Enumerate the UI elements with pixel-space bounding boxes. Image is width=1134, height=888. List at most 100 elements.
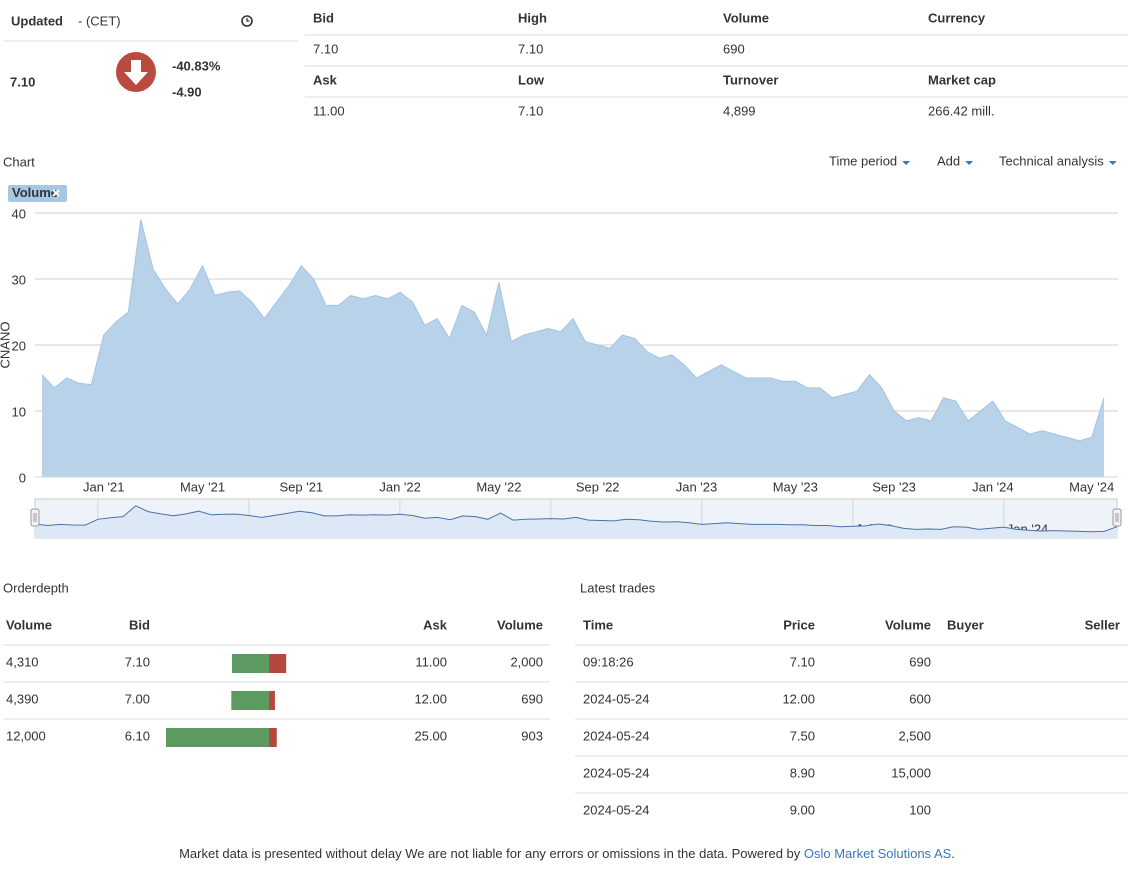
y-axis-label: CNANO (0, 322, 12, 369)
trade-cell: 2,500 (898, 728, 931, 743)
orderdepth-header: Volume (6, 617, 52, 632)
updated-label: Updated (11, 13, 63, 28)
orderdepth-title: Orderdepth (3, 580, 69, 595)
orderdepth-header: Volume (497, 617, 543, 632)
y-tick-label: 40 (12, 206, 26, 221)
x-tick-label: Jan '21 (83, 479, 125, 494)
quote-header: Low (518, 72, 545, 87)
trade-cell: 09:18:26 (583, 654, 634, 669)
ask-volume: 2,000 (510, 654, 543, 669)
dropdown-caret (902, 161, 911, 165)
bid-volume: 12,000 (6, 728, 46, 743)
trade-cell: 9.00 (790, 802, 815, 817)
y-tick-label: 10 (12, 404, 26, 419)
y-tick-label: 30 (12, 272, 26, 287)
quote-value: 11.00 (313, 103, 345, 118)
footer-end: . (951, 846, 955, 861)
y-tick-label: 0 (19, 470, 26, 485)
bid-depth-bar (231, 691, 269, 710)
x-tick-label: May '21 (180, 479, 225, 494)
handle-grip (1115, 513, 1119, 522)
trade-cell: 2024-05-24 (583, 802, 650, 817)
bid-price: 7.10 (125, 654, 150, 669)
x-tick-label: Jan '23 (676, 479, 718, 494)
price-area (42, 219, 1104, 477)
bid-depth-bar (166, 728, 269, 747)
y-tick-label: 20 (12, 338, 26, 353)
navigator-handle[interactable] (30, 508, 40, 527)
trades-header: Time (583, 617, 613, 632)
chip-close (52, 189, 60, 197)
quote-value: 7.10 (313, 41, 338, 56)
trades-header: Buyer (947, 617, 984, 632)
quote-header: High (518, 10, 547, 25)
bid-price: 7.00 (125, 691, 150, 706)
trade-cell: 2024-05-24 (583, 728, 650, 743)
navigator-area (35, 505, 1117, 538)
trade-cell: 7.10 (790, 654, 815, 669)
ask-depth-bar (269, 691, 275, 710)
trades-header: Price (783, 617, 815, 632)
ask-price: 12.00 (414, 691, 447, 706)
orderdepth-header: Bid (129, 617, 150, 632)
x-tick-label: Jan '24 (972, 479, 1014, 494)
chart-control[interactable]: Add (937, 153, 960, 168)
footer-text: Market data is presented without delay W… (179, 846, 804, 861)
dropdown-caret (1108, 161, 1117, 165)
ask-price: 25.00 (414, 728, 447, 743)
indicator-chip (8, 185, 67, 202)
trade-cell: 2024-05-24 (583, 691, 650, 706)
quote-header: Ask (313, 72, 338, 87)
ask-volume: 690 (521, 691, 543, 706)
quote-header: Currency (928, 10, 986, 25)
clock-icon (241, 15, 253, 27)
quote-value: 7.10 (518, 103, 543, 118)
bid-price: 6.10 (125, 728, 150, 743)
trade-cell: 8.90 (790, 765, 815, 780)
trade-cell: 690 (909, 654, 931, 669)
quote-value: 4,899 (723, 103, 756, 118)
quote-value: 690 (723, 41, 745, 56)
trade-cell: 15,000 (891, 765, 931, 780)
bid-volume: 4,390 (6, 691, 39, 706)
quote-header: Turnover (723, 72, 778, 87)
bid-volume: 4,310 (6, 654, 39, 669)
bid-depth-bar (232, 654, 269, 673)
ask-volume: 903 (521, 728, 543, 743)
trade-cell: 7.50 (790, 728, 815, 743)
trade-cell: 600 (909, 691, 931, 706)
chart-control[interactable]: Technical analysis (999, 153, 1104, 168)
quote-value: 266.42 mill. (928, 103, 994, 118)
chart-control[interactable]: Time period (829, 153, 897, 168)
quote-header: Bid (313, 10, 334, 25)
quote-header: Market cap (928, 72, 996, 87)
ask-depth-bar (269, 728, 277, 747)
ask-depth-bar (269, 654, 287, 673)
chart-title: Chart (3, 154, 35, 169)
x-tick-label: Sep '22 (576, 479, 620, 494)
trade-cell: 100 (909, 802, 931, 817)
change: -4.90 (172, 84, 202, 99)
down-arrow (124, 60, 148, 85)
x-tick-label: Sep '23 (872, 479, 916, 494)
last-price: 7.10 (10, 74, 35, 89)
dropdown-caret (965, 161, 974, 165)
quote-header: Volume (723, 10, 769, 25)
trades-header: Volume (885, 617, 931, 632)
footer: Market data is presented without delay W… (179, 846, 955, 861)
price-line (41, 219, 1105, 442)
indicator-label: Volume (12, 185, 58, 200)
x-tick-label: Jan '22 (379, 479, 421, 494)
footer-link[interactable]: Oslo Market Solutions AS (804, 846, 952, 861)
navigator-handle[interactable] (1112, 508, 1122, 527)
change-pct: -40.83% (172, 58, 221, 73)
x-tick-label: May '23 (773, 479, 818, 494)
handle-grip (33, 513, 37, 522)
trade-cell: 2024-05-24 (583, 765, 650, 780)
x-tick-label: May '22 (476, 479, 521, 494)
ask-price: 11.00 (415, 654, 447, 669)
clock-hands (246, 18, 250, 22)
x-tick-label: Sep '21 (279, 479, 323, 494)
